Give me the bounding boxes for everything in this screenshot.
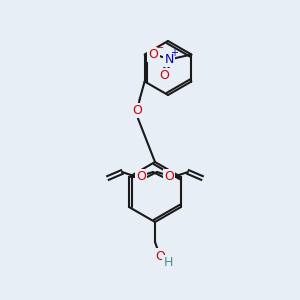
Text: H: H xyxy=(163,256,173,269)
Text: O: O xyxy=(164,170,174,184)
Text: O: O xyxy=(133,104,142,117)
Text: +: + xyxy=(170,47,178,58)
Text: O: O xyxy=(136,170,146,184)
Text: N: N xyxy=(165,53,174,66)
Text: −: − xyxy=(156,44,164,53)
Text: O: O xyxy=(148,48,158,61)
Text: O: O xyxy=(159,69,169,82)
Text: O: O xyxy=(155,250,165,262)
